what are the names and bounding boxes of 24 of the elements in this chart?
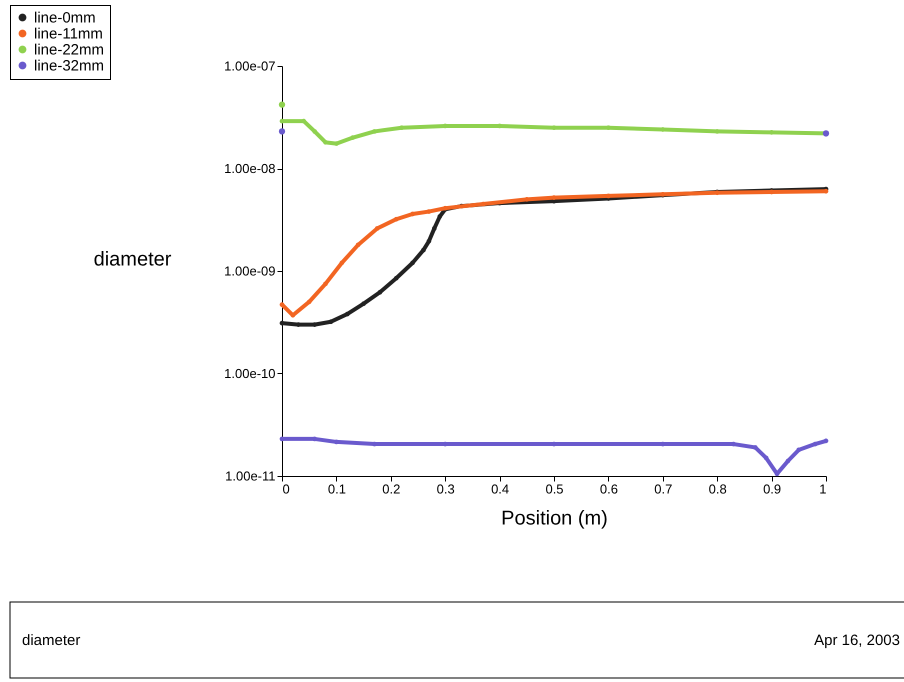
x-tick-label: 1 [819, 482, 826, 496]
x-tick-label: 0.2 [382, 482, 400, 496]
legend-label: line-32mm [34, 58, 104, 74]
x-tick-label: 0.6 [600, 482, 618, 496]
x-tick-label: 0.4 [491, 482, 510, 496]
y-tick-label: 1.00e-11 [225, 468, 276, 484]
x-tick-label: 0.5 [545, 482, 564, 496]
text: Apr 16, 2003 [814, 632, 900, 649]
y-tick-label: 1.00e-07 [224, 58, 276, 74]
y-axis-title: diameter [94, 248, 172, 270]
x-tick-label: 0 [282, 482, 290, 496]
x-tick-label: 0.9 [763, 482, 782, 496]
x-tick-label: 0.3 [436, 482, 455, 496]
y-tick-label: 1.00e-08 [224, 161, 276, 176]
text: diameter [22, 632, 80, 649]
y-tick-label: 1.00e-09 [224, 264, 276, 278]
x-tick-label: 0.7 [654, 482, 672, 496]
legend-label: line-22mm [34, 42, 104, 58]
x-tick-label: 0.1 [328, 482, 346, 496]
x-axis-title: Position (m) [501, 508, 608, 530]
y-tick-label: 1.00e-10 [224, 366, 276, 381]
x-tick-label: 0.8 [708, 482, 727, 496]
legend-label: line-0mm [34, 10, 96, 26]
legend-label: line-11mm [34, 26, 103, 42]
